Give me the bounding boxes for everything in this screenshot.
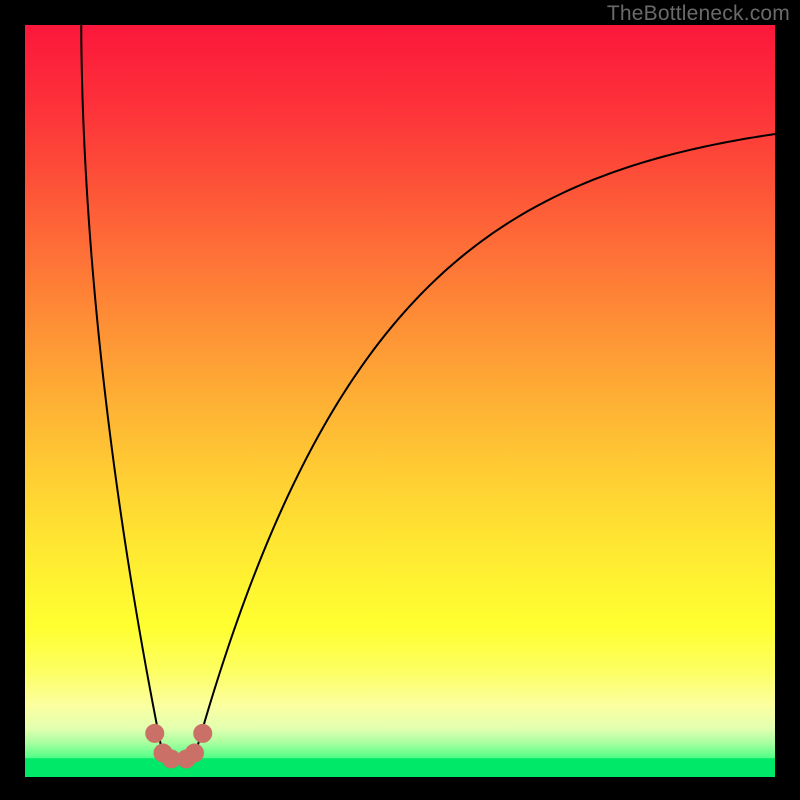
- valley-marker: [186, 744, 204, 762]
- chart-svg: [0, 0, 800, 800]
- valley-marker: [194, 724, 212, 742]
- green-band: [25, 758, 775, 777]
- plot-background: [25, 25, 775, 777]
- chart-frame: TheBottleneck.com: [0, 0, 800, 800]
- valley-marker: [146, 724, 164, 742]
